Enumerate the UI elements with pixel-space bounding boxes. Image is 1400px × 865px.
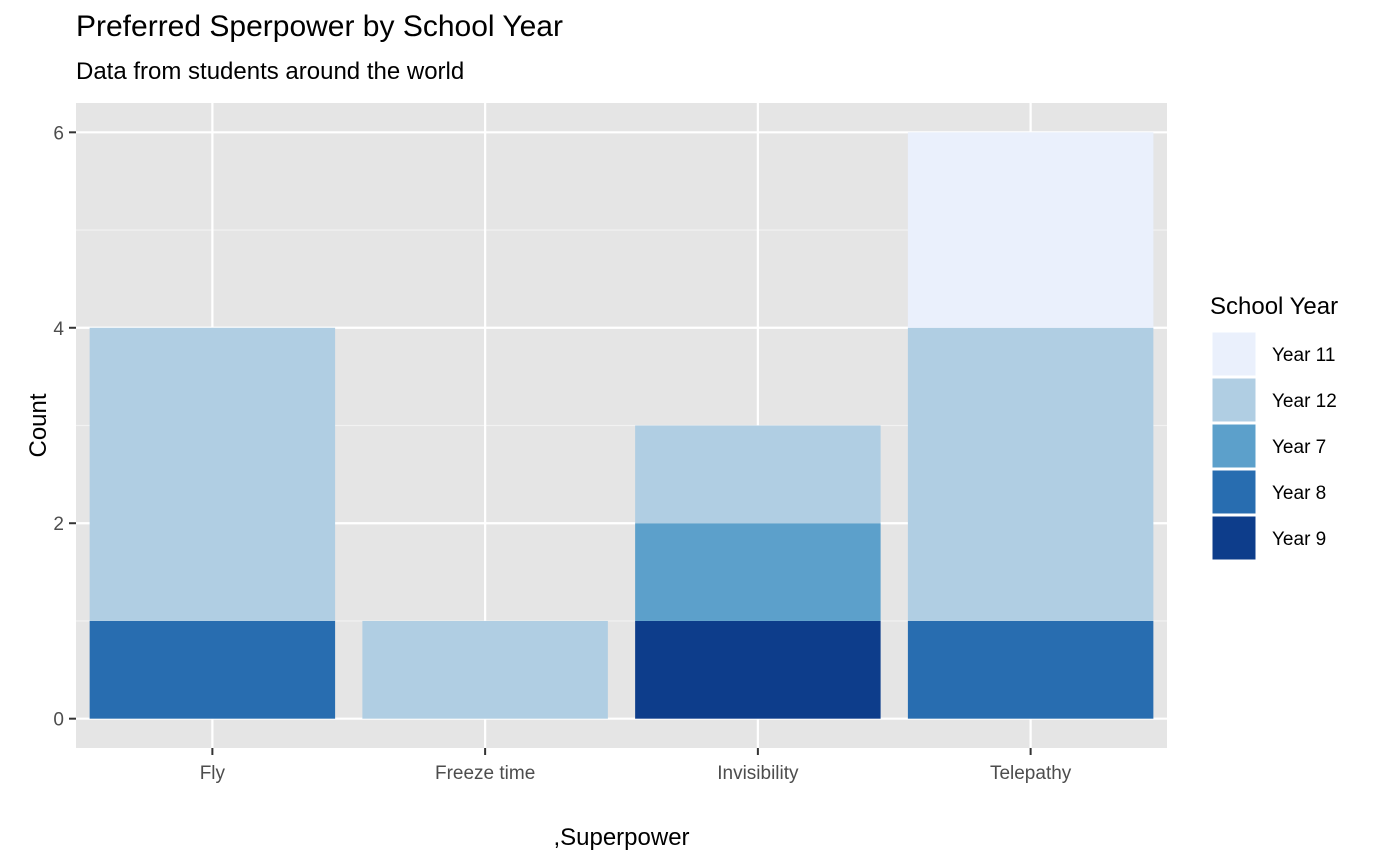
bar-segment	[907, 620, 1154, 719]
legend-swatch	[1211, 377, 1257, 423]
legend: School Year Year 11 Year 12 Year 7 Year 8 Ye…	[1210, 293, 1338, 561]
legend-swatch	[1211, 515, 1257, 561]
bar-segment	[362, 620, 608, 719]
x-axis-title: ,Superpower	[553, 824, 689, 851]
legend-label: Year 12	[1272, 391, 1337, 412]
legend-title: School Year	[1210, 293, 1338, 320]
chart-subtitle: Data from students around the world	[76, 58, 465, 85]
y-axis-title: Count	[25, 393, 52, 457]
x-tick-label: Telepathy	[990, 763, 1072, 784]
bar-segment	[635, 620, 881, 719]
legend-swatch	[1211, 469, 1257, 515]
x-tick-label: Fly	[200, 763, 226, 784]
x-tick-label: Invisibility	[717, 763, 799, 784]
bar-segment	[89, 327, 336, 621]
x-axis: Fly Freeze time Invisibility Telepathy	[200, 748, 1072, 784]
legend-swatch	[1211, 331, 1257, 377]
legend-swatch	[1211, 423, 1257, 469]
bars	[89, 132, 1154, 719]
y-tick-label: 4	[53, 319, 64, 340]
legend-label: Year 8	[1272, 483, 1326, 504]
y-axis: 0 2 4 6	[53, 123, 76, 731]
bar-segment	[907, 132, 1154, 328]
legend-label: Year 11	[1272, 345, 1335, 366]
bar-segment	[635, 523, 881, 621]
y-tick-label: 6	[53, 123, 64, 144]
bar-segment	[635, 425, 881, 524]
bar-segment	[89, 620, 336, 719]
y-tick-label: 2	[53, 514, 64, 535]
legend-label: Year 7	[1272, 437, 1326, 458]
chart-title: Preferred Sperpower by School Year	[76, 10, 563, 43]
x-tick-label: Freeze time	[435, 763, 535, 784]
legend-label: Year 9	[1272, 529, 1326, 550]
bar-segment	[907, 327, 1154, 621]
y-tick-label: 0	[53, 710, 64, 731]
